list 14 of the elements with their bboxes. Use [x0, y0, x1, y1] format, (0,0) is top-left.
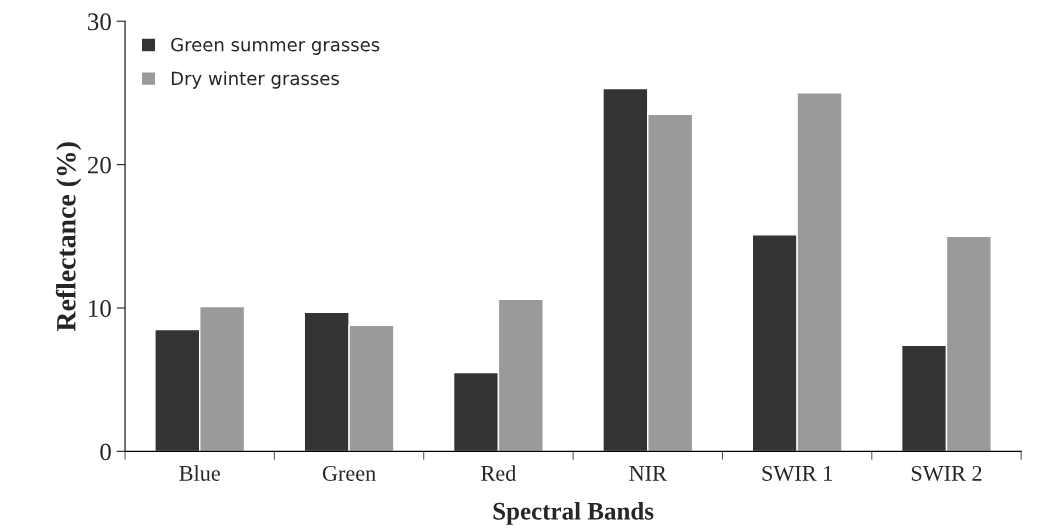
y-tick-label: 30: [88, 13, 111, 31]
x-tick-label: NIR: [629, 466, 667, 481]
x-tick-label: Red: [481, 465, 517, 481]
x-tick-label: Blue: [179, 465, 220, 481]
y-axis-title: Reflectance (%): [55, 142, 82, 332]
legend-label: Green summer grasses: [171, 37, 380, 55]
legend-label: Dry winter grasses: [171, 71, 339, 89]
x-tick-label: SWIR 1: [762, 465, 832, 481]
y-tick-label: 20: [87, 156, 111, 174]
y-tick-label: 10: [89, 300, 111, 317]
y-tick-label: 0: [100, 443, 111, 461]
x-tick-label: Green: [322, 465, 376, 481]
x-tick-label: SWIR 2: [911, 465, 982, 481]
x-axis-title: Spectral Bands: [493, 502, 654, 525]
